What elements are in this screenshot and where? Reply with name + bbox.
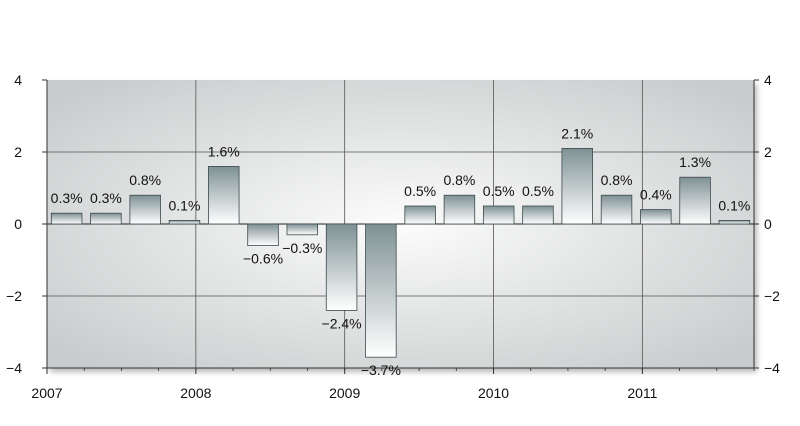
bar [404, 205, 436, 225]
bar [718, 219, 751, 225]
data-label: −0.6% [243, 251, 283, 267]
y-tick-label-left: 4 [14, 72, 22, 88]
y-tick-label-left: 2 [14, 144, 22, 160]
bar [522, 205, 554, 225]
data-label: 0.5% [522, 183, 554, 199]
bar [325, 223, 358, 311]
data-label: 0.5% [404, 183, 436, 199]
x-tick-label: 2009 [329, 385, 360, 401]
data-label: 0.3% [51, 190, 83, 206]
y-tick-label-left: −4 [6, 360, 22, 376]
bar [208, 165, 240, 225]
data-label: 1.3% [679, 154, 711, 170]
y-tick-labels: 4 4 2 2 0 0 −2 −2 −4 −4 [6, 72, 780, 376]
data-label: 0.5% [483, 183, 515, 199]
bar [247, 223, 279, 247]
y-tick-label-right: 2 [764, 144, 772, 160]
x-tick-label: 2007 [31, 385, 62, 401]
data-label: 0.1% [718, 197, 750, 213]
axes [42, 79, 759, 374]
y-tick-label-right: 0 [764, 216, 772, 232]
bar [50, 212, 83, 225]
x-tick-labels: 2007 2008 2009 2010 2011 [31, 385, 657, 401]
data-label: −2.4% [322, 315, 362, 331]
bar [640, 209, 672, 225]
y-tick-label-left: 0 [14, 216, 22, 232]
data-label: 0.8% [129, 172, 161, 188]
data-label: 0.8% [601, 172, 633, 188]
data-label: 2.1% [561, 125, 593, 141]
bar [482, 205, 515, 225]
bar [90, 212, 122, 225]
data-label: 0.4% [640, 187, 672, 203]
bar [443, 194, 476, 225]
y-tick-label-right: 4 [764, 72, 772, 88]
bar [286, 223, 319, 236]
data-label: −3.7% [361, 362, 401, 378]
bar [561, 147, 593, 225]
x-tick-label: 2011 [627, 385, 657, 401]
x-tick-label: 2010 [478, 385, 509, 401]
y-tick-label-right: −4 [764, 360, 780, 376]
data-label: 0.1% [169, 197, 201, 213]
data-label: 0.8% [443, 172, 475, 188]
data-labels: 0.3% 0.3% 0.8% 0.1% 1.6% −0.6%−0.3% −2.4% −3.7%… [51, 125, 751, 378]
bar [365, 223, 397, 358]
data-label: 0.3% [90, 190, 122, 206]
data-label: 1.6% [208, 143, 240, 159]
bar [129, 194, 161, 225]
bars [50, 147, 751, 358]
data-label: −0.3% [282, 240, 322, 256]
bar [168, 219, 201, 225]
y-tick-label-left: −2 [6, 288, 22, 304]
bar [679, 176, 711, 225]
bar [600, 194, 633, 225]
x-tick-label: 2008 [180, 385, 211, 401]
y-tick-label-right: −2 [764, 288, 780, 304]
